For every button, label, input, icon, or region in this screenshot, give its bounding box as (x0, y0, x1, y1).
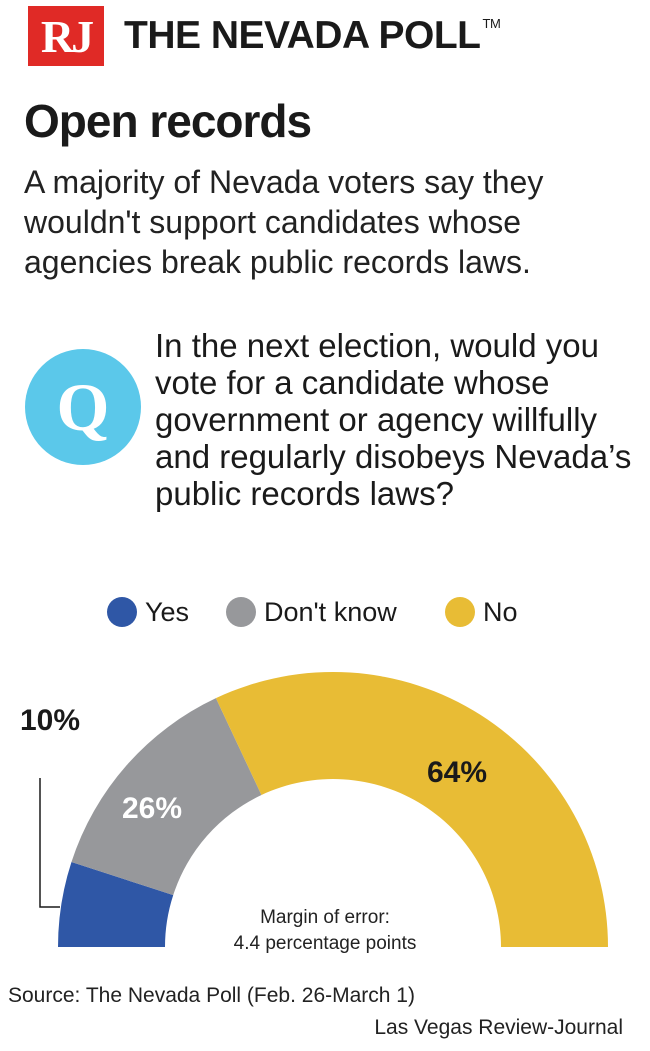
masthead: RJ THE NEVADA POLL TM (28, 6, 501, 66)
publisher-credit: Las Vegas Review-Journal (374, 1016, 623, 1039)
trademark-mark: TM (482, 16, 501, 31)
data-label-dont-know: 26% (122, 792, 182, 825)
legend-swatch-yes (107, 597, 137, 627)
margin-of-error-note: Margin of error: 4.4 percentage points (200, 905, 450, 957)
chart-legend: Yes Don't know No (0, 592, 650, 632)
rj-logo: RJ (28, 6, 104, 66)
legend-swatch-no (445, 597, 475, 627)
moe-line-1: Margin of error: (260, 907, 390, 928)
legend-label-dont-know: Don't know (264, 596, 397, 627)
data-label-no: 64% (427, 756, 487, 789)
question-icon: Q (25, 349, 141, 465)
legend-item-no: No (445, 592, 518, 632)
legend-label-yes: Yes (145, 596, 190, 627)
source-note: Source: The Nevada Poll (Feb. 26-March 1… (8, 984, 415, 1007)
legend-swatch-dont-know (226, 597, 256, 627)
moe-line-2: 4.4 percentage points (233, 933, 417, 954)
poll-title: THE NEVADA POLL (124, 14, 481, 57)
question-text: In the next election, would you vote for… (155, 327, 632, 512)
legend-label-no: No (483, 596, 518, 627)
arc-yes (58, 862, 174, 947)
yes-leader-line (39, 778, 60, 908)
legend-item-yes: Yes (107, 592, 189, 632)
headline: Open records (24, 95, 312, 147)
brand-title: THE NEVADA POLL TM (124, 14, 501, 58)
arc-dont-know (71, 698, 262, 896)
arc-no (215, 672, 608, 947)
data-label-yes: 10% (20, 704, 80, 737)
legend-item-dont-know: Don't know (226, 592, 397, 632)
half-donut-chart: 10% 26% 64% (20, 672, 608, 947)
subhead: A majority of Nevada voters say they wou… (24, 164, 544, 280)
